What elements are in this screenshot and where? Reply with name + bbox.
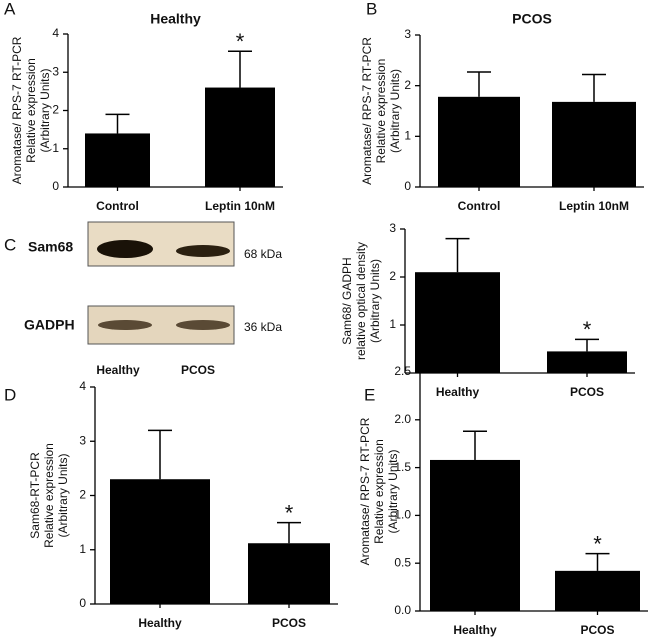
- y-tick-label: 0: [52, 179, 59, 193]
- annotation: *: [236, 29, 245, 54]
- bar: [205, 87, 275, 187]
- blot-panel: C Sam68 GADPH 68 kDa 36 kDa Healthy PCOS: [4, 221, 282, 377]
- y-axis-label: (Arbitrary Units): [368, 259, 382, 343]
- y-tick-label: 0.0: [394, 603, 411, 617]
- y-tick-label: 2: [52, 103, 59, 117]
- blot-lane: Healthy: [96, 363, 140, 377]
- x-tick-label: Healthy: [453, 623, 497, 637]
- bar: [552, 101, 636, 187]
- y-tick-label: 1: [404, 129, 411, 143]
- y-axis-label: Aromatase/ RPS-7 RT-PCR: [360, 37, 374, 185]
- y-axis-label: (Arbitrary Units): [386, 449, 400, 533]
- panel-letter: C: [4, 235, 16, 254]
- blot-row-label: Sam68: [28, 239, 73, 255]
- x-tick-label: Healthy: [138, 616, 182, 630]
- y-axis-label: (Arbitrary Units): [38, 68, 52, 152]
- y-tick-label: 1.0: [394, 508, 411, 522]
- bar: [415, 272, 500, 373]
- annotation: *: [593, 531, 602, 556]
- y-tick-label: 1: [79, 542, 86, 556]
- annotation: *: [583, 317, 592, 342]
- y-tick-label: 2: [389, 269, 396, 283]
- y-tick-label: 3: [52, 64, 59, 78]
- chart-title: PCOS: [512, 11, 552, 27]
- x-tick-label: Leptin 10nM: [205, 199, 275, 213]
- x-tick-label: PCOS: [272, 616, 306, 630]
- blot-band: [176, 245, 230, 257]
- blot-row-label: GADPH: [24, 317, 75, 333]
- blot-lane: PCOS: [181, 363, 215, 377]
- y-tick-label: 2: [404, 78, 411, 92]
- y-tick-label: 3: [79, 433, 86, 447]
- x-tick-label: Control: [96, 199, 139, 213]
- bar: [110, 479, 210, 604]
- y-axis-label: relative optical density: [354, 242, 368, 360]
- blot-band: [176, 320, 230, 330]
- y-axis-label: Relative expression: [42, 443, 56, 548]
- y-axis-label: Aromatase/ RPS-7 RT-PCR: [10, 36, 24, 184]
- y-axis-label: (Arbitrary Units): [56, 453, 70, 537]
- panel-letter: A: [4, 0, 16, 18]
- blot-size: 36 kDa: [244, 320, 282, 334]
- chart-title: Healthy: [150, 11, 201, 27]
- y-axis-label: Relative expression: [374, 59, 388, 164]
- y-tick-label: 3: [389, 221, 396, 235]
- y-tick-label: 1.5: [394, 460, 411, 474]
- x-tick-label: PCOS: [570, 385, 604, 399]
- annotation: *: [285, 500, 294, 525]
- y-tick-label: 0: [404, 179, 411, 193]
- panel-letter: B: [366, 0, 377, 18]
- panel-letter: E: [364, 385, 375, 404]
- bar: [85, 133, 150, 187]
- y-axis-label: Relative expression: [372, 439, 386, 544]
- x-tick-label: Control: [458, 199, 501, 213]
- bar: [547, 351, 627, 373]
- y-axis-label: Relative expression: [24, 58, 38, 163]
- y-axis-label: Aromatase/ RPS-7 RT-PCR: [358, 417, 372, 565]
- y-tick-label: 3: [404, 27, 411, 41]
- y-axis-label: Sam68/ GADPH: [340, 257, 354, 344]
- bar: [438, 96, 520, 187]
- x-tick-label: Leptin 10nM: [559, 199, 629, 213]
- bar: [555, 570, 640, 611]
- x-tick-label: Healthy: [436, 385, 480, 399]
- y-tick-label: 2.0: [394, 412, 411, 426]
- x-tick-label: PCOS: [580, 623, 614, 637]
- y-axis-label: Sam68-RT-PCR: [28, 452, 42, 539]
- y-tick-label: 0: [79, 596, 86, 610]
- bar: [430, 459, 520, 611]
- y-tick-label: 1: [389, 317, 396, 331]
- y-axis-label: (Arbitrary Units): [388, 69, 402, 153]
- blot-size: 68 kDa: [244, 247, 282, 261]
- y-tick-label: 2: [79, 488, 86, 502]
- bar: [248, 543, 330, 604]
- blot-band: [98, 320, 152, 330]
- blot-band: [97, 240, 153, 258]
- y-tick-label: 0.5: [394, 555, 411, 569]
- panel-letter: D: [4, 385, 16, 404]
- y-tick-label: 1: [52, 141, 59, 155]
- y-tick-label: 4: [79, 379, 86, 393]
- y-tick-label: 2.5: [394, 364, 411, 378]
- y-tick-label: 4: [52, 26, 59, 40]
